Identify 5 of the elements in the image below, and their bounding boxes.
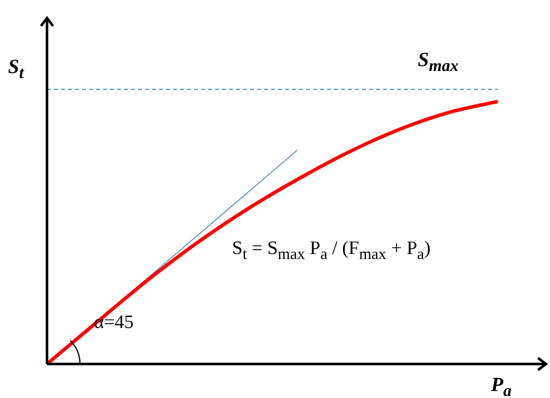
text: S$_{t}$ = S$_{max}$ P$_{a}$ / (F$_{max}$ + P$_{a}$) (232, 238, 431, 263)
ref-line-label: S$_{max}$ (418, 49, 459, 76)
annotation: α=45 (94, 312, 134, 334)
x-axis-title: P$_{a}$ (491, 374, 512, 398)
y-axis-title: S$_{t}$ (8, 56, 24, 83)
